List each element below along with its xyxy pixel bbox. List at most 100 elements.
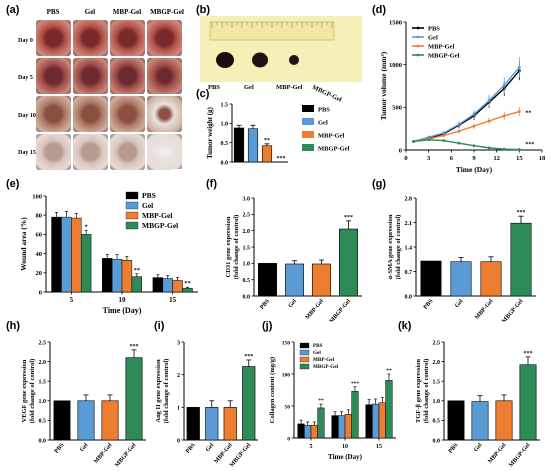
wound-photo-grid: PBS Gel MBP-Gel MBGP-Gel Day 0 Day 5 Day… [18, 4, 192, 172]
legend-swatch [125, 211, 139, 220]
y-tick-label: 2.5 [243, 213, 251, 219]
data-point [457, 141, 461, 145]
bar [152, 277, 164, 293]
x-tick-label: 18 [539, 155, 546, 162]
scale-bar [173, 169, 185, 171]
y-tick-label: 1000 [389, 62, 402, 69]
wound-photo [73, 58, 108, 94]
panel-label-b: (b) [196, 4, 211, 16]
ruler-ticks [211, 22, 333, 28]
bar [351, 391, 359, 439]
y-axis-label: Wound area (%) [19, 217, 28, 271]
tumor-photo-labels: PBS Gel MBP-Gel MBGP-Gel [198, 80, 368, 104]
y-axis-label: VEGF gene expression [21, 359, 28, 422]
series-line [413, 66, 520, 143]
y-tick-label: 60 [36, 232, 43, 239]
y-tick-label: 1 [177, 406, 180, 412]
significance-label: *** [351, 381, 360, 387]
x-tick-label: MBGP-Gel [114, 442, 137, 468]
legend-label: PBS [318, 107, 330, 114]
bar [247, 128, 259, 163]
legend-swatch [125, 221, 139, 230]
chart-asma: 0.0 0.7 1.4 2.1 2.8 α-SMA gene expression (fol… [387, 196, 536, 322]
x-tick-label: 9 [472, 155, 476, 162]
wound-photo [110, 58, 145, 94]
tumor-photo [200, 16, 362, 82]
data-point [442, 139, 446, 143]
significance-label: *** [344, 215, 353, 221]
y-tick-label: 0.5 [39, 419, 47, 425]
y-tick-label: 20 [36, 270, 43, 277]
wound-photo [147, 20, 182, 56]
chart-ang2: 0 1 2 3 Ang II gene expression (fold change o… [155, 340, 258, 469]
bar [121, 260, 133, 293]
legend-swatch [302, 118, 314, 125]
x-tick-label: MBGP-Gel [501, 298, 524, 322]
bar [61, 216, 72, 293]
bar [310, 424, 318, 439]
wound-photo [36, 96, 71, 132]
x-tick-label: 15 [376, 444, 382, 450]
y-tick-label: 150 [282, 340, 291, 346]
legend-marker [416, 26, 420, 30]
data-point [487, 99, 491, 102]
data-point [487, 146, 491, 150]
significance-label: *** [517, 210, 526, 216]
legend-label: Gel [428, 34, 438, 41]
y-tick-label: 1.0 [39, 399, 47, 405]
data-point [517, 110, 521, 113]
legend-label: MBGP-Gel [313, 364, 339, 370]
photo-row-label: Day 5 [18, 75, 33, 81]
legend-swatch [299, 342, 310, 349]
y-tick-label: 0.0 [221, 160, 229, 166]
tumor-label: Gel [244, 84, 254, 91]
legend-label: MBGP-Gel [142, 221, 178, 230]
significance-label: ** [184, 280, 191, 287]
legend-swatch [299, 363, 310, 370]
panel-label-h: (h) [6, 320, 21, 332]
y-tick-label: 500 [392, 105, 402, 112]
legend-swatch [302, 144, 314, 151]
bar [80, 234, 92, 293]
panel-label-g: (g) [372, 178, 387, 190]
significance-label: *** [524, 351, 533, 357]
series-line [413, 70, 520, 143]
y-axis-label: Collagen content (mg/g) [269, 357, 276, 423]
y-tick-label: 3 [177, 340, 180, 346]
photo-col-label: Gel [84, 8, 96, 16]
bar [304, 424, 312, 439]
data-point [472, 112, 476, 116]
x-tick-label: MBP-Gel [305, 298, 325, 321]
bar [297, 423, 305, 439]
panel-label-i: (i) [154, 320, 165, 332]
bar [339, 228, 358, 297]
x-tick-label: 15 [169, 296, 177, 304]
x-tick-label: PBS [423, 298, 435, 311]
data-point [517, 65, 521, 69]
significance-label: ** [134, 267, 141, 274]
wound-photo [147, 134, 182, 170]
chart-cd31: 0.0 0.5 1.0 1.5 2.0 2.5 3.0 CD31 gene expressio… [225, 196, 362, 322]
y-tick-label: 0 [399, 147, 402, 154]
bar [111, 259, 123, 293]
panel-label-e: (e) [6, 178, 20, 190]
data-point [427, 138, 431, 142]
y-tick-label: 0.5 [221, 141, 229, 147]
y-tick-label: 0.5 [433, 419, 441, 425]
tumor-photo-svg [209, 21, 335, 68]
legend-swatch [299, 349, 310, 356]
significance-label: *** [277, 156, 286, 162]
x-tick-label: 0 [404, 155, 407, 162]
bar [71, 217, 82, 293]
wound-photo [147, 96, 182, 132]
chart-vegf: 0.0 0.5 1.0 1.5 2.0 2.5 VEGF gene expression (f… [21, 340, 146, 469]
legend-swatch [302, 105, 314, 112]
data-point [502, 114, 506, 118]
x-tick-label: MBGP-Gel [329, 298, 352, 322]
x-tick-label: 15 [516, 155, 523, 162]
tumor-label: PBS [208, 84, 220, 91]
legend-swatch [125, 201, 139, 210]
x-tick-label: Gel [473, 442, 484, 453]
bar [285, 263, 304, 297]
y-tick-label: 1.5 [243, 245, 251, 251]
